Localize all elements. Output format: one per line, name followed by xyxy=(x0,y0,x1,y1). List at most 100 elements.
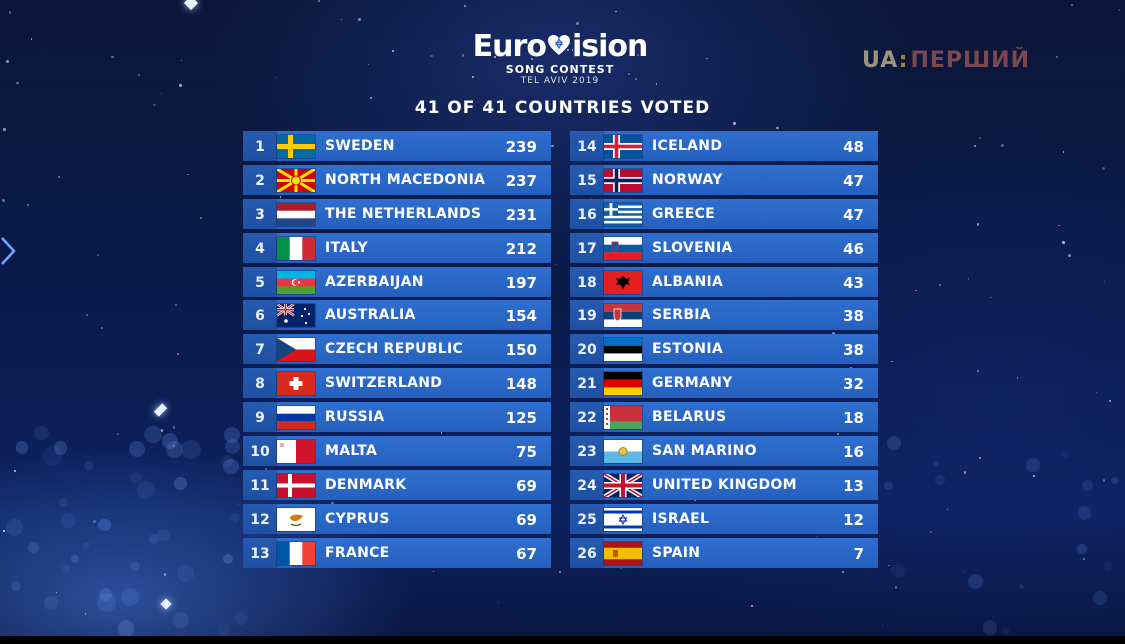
flag-sm-icon xyxy=(604,440,642,464)
rank-number: 17 xyxy=(570,232,604,263)
rank-number: 2 xyxy=(243,164,277,195)
country-name: ISRAEL xyxy=(652,510,710,527)
points-total: 69 xyxy=(516,510,537,529)
channel-prefix: UA xyxy=(862,48,899,73)
logo-wordmark: Euro ision xyxy=(450,30,670,64)
logo-city: TEL AVIV 2019 xyxy=(520,76,600,86)
scoreboard-row: 10 MALTA 75 xyxy=(243,436,551,467)
rank-number: 13 xyxy=(243,537,277,568)
flag-il-icon xyxy=(604,507,642,531)
country-name: ITALY xyxy=(325,239,368,256)
points-total: 125 xyxy=(505,409,537,428)
flag-nl-icon xyxy=(277,202,315,226)
country-name: BELARUS xyxy=(652,409,727,426)
rank-number: 21 xyxy=(570,368,604,399)
points-total: 12 xyxy=(843,510,864,529)
scoreboard-row: 4 ITALY 212 xyxy=(243,232,551,263)
channel-separator: : xyxy=(898,48,909,73)
flag-it-icon xyxy=(277,236,315,260)
rank-number: 11 xyxy=(243,469,277,500)
country-name: NORTH MACEDONIA xyxy=(325,171,486,188)
flag-no-icon xyxy=(604,168,642,192)
rank-number: 22 xyxy=(570,402,604,433)
scoreboard-row: 6 AUSTRALIA 154 xyxy=(243,300,551,331)
channel-name: ПЕРШИЙ xyxy=(910,48,1031,73)
points-total: 69 xyxy=(516,476,537,495)
points-total: 67 xyxy=(516,544,537,563)
rank-number: 25 xyxy=(570,503,604,534)
heart-icon xyxy=(547,35,570,55)
scoreboard-row: 25 ISRAEL 12 xyxy=(570,503,878,534)
points-total: 197 xyxy=(505,273,537,292)
rank-number: 6 xyxy=(243,300,277,331)
country-name: THE NETHERLANDS xyxy=(325,205,482,222)
scoreboard-row: 24 UNITED KINGDOM 13 xyxy=(570,469,878,500)
country-name: ALBANIA xyxy=(652,273,724,290)
flag-gr-icon xyxy=(604,202,642,226)
points-total: 43 xyxy=(843,273,864,292)
voting-status-headline: 41 OF 41 COUNTRIES VOTED xyxy=(414,98,711,118)
rank-number: 26 xyxy=(570,537,604,568)
points-total: 239 xyxy=(505,138,537,156)
scoreboard-row: 2 NORTH MACEDONIA 237 xyxy=(243,164,551,195)
scoreboard-row: 5 AZERBAIJAN 197 xyxy=(243,266,551,297)
logo-word-right: ision xyxy=(571,29,648,64)
scoreboard-right-column: 14 ICELAND 48 15 NORWAY 47 16 GREECE 47 17 SLOVENI… xyxy=(570,131,878,572)
points-total: 18 xyxy=(843,409,864,428)
flag-ee-icon xyxy=(604,338,642,362)
country-name: UNITED KINGDOM xyxy=(652,476,797,493)
logo-word-left: Euro xyxy=(472,29,547,64)
scoreboard-row: 13 FRANCE 67 xyxy=(243,537,551,568)
sparkle-icon xyxy=(183,0,199,11)
scoreboard-row: 11 DENMARK 69 xyxy=(243,469,551,500)
rank-number: 12 xyxy=(243,503,277,534)
rank-number: 20 xyxy=(570,334,604,365)
points-total: 13 xyxy=(843,476,864,495)
scoreboard-row: 23 SAN MARINO 16 xyxy=(570,436,878,467)
flag-ru-icon xyxy=(277,406,315,430)
flag-de-icon xyxy=(604,372,642,396)
rank-number: 14 xyxy=(570,131,604,161)
country-name: CZECH REPUBLIC xyxy=(325,341,464,358)
scoreboard-row: 26 SPAIN 7 xyxy=(570,537,878,568)
rank-number: 16 xyxy=(570,198,604,229)
points-total: 212 xyxy=(505,239,537,258)
points-total: 148 xyxy=(505,375,537,394)
flag-es-icon xyxy=(604,541,642,565)
points-total: 16 xyxy=(843,443,864,462)
scoreboard-row: 21 GERMANY 32 xyxy=(570,368,878,399)
scoreboard-left-column: 1 SWEDEN 239 2 NORTH MACEDONIA 237 3 THE NETHER… xyxy=(243,131,551,572)
scoreboard-row: 12 CYPRUS 69 xyxy=(243,503,551,534)
points-total: 48 xyxy=(843,138,864,156)
scoreboard-row: 22 BELARUS 18 xyxy=(570,402,878,433)
channel-watermark: UA:ПЕРШИЙ xyxy=(862,48,1030,73)
flag-au-icon xyxy=(277,304,315,328)
country-name: AUSTRALIA xyxy=(325,307,416,324)
flag-si-icon xyxy=(604,236,642,260)
rank-number: 7 xyxy=(243,334,277,365)
points-total: 231 xyxy=(505,205,537,224)
scoreboard-row: 16 GREECE 47 xyxy=(570,198,878,229)
scoreboard-row: 1 SWEDEN 239 xyxy=(243,131,551,161)
rank-number: 19 xyxy=(570,300,604,331)
country-name: DENMARK xyxy=(325,476,407,493)
flag-gb-icon xyxy=(604,473,642,497)
country-name: SLOVENIA xyxy=(652,239,733,256)
scoreboard-row: 17 SLOVENIA 46 xyxy=(570,232,878,263)
scoreboard-row: 19 SERBIA 38 xyxy=(570,300,878,331)
country-name: SAN MARINO xyxy=(652,443,757,460)
country-name: NORWAY xyxy=(652,171,723,188)
scoreboard-row: 7 CZECH REPUBLIC 150 xyxy=(243,334,551,365)
country-name: AZERBAIJAN xyxy=(325,273,424,290)
scoreboard-row: 20 ESTONIA 38 xyxy=(570,334,878,365)
scoreboard-row: 8 SWITZERLAND 148 xyxy=(243,368,551,399)
points-total: 7 xyxy=(853,544,864,563)
bottom-letterbox xyxy=(0,636,1125,644)
points-total: 237 xyxy=(505,171,537,190)
scoreboard-row: 3 THE NETHERLANDS 231 xyxy=(243,198,551,229)
points-total: 32 xyxy=(843,375,864,394)
flag-by-icon xyxy=(604,406,642,430)
flag-az-icon xyxy=(277,270,315,294)
rank-number: 10 xyxy=(243,436,277,467)
scoreboard-row: 15 NORWAY 47 xyxy=(570,164,878,195)
